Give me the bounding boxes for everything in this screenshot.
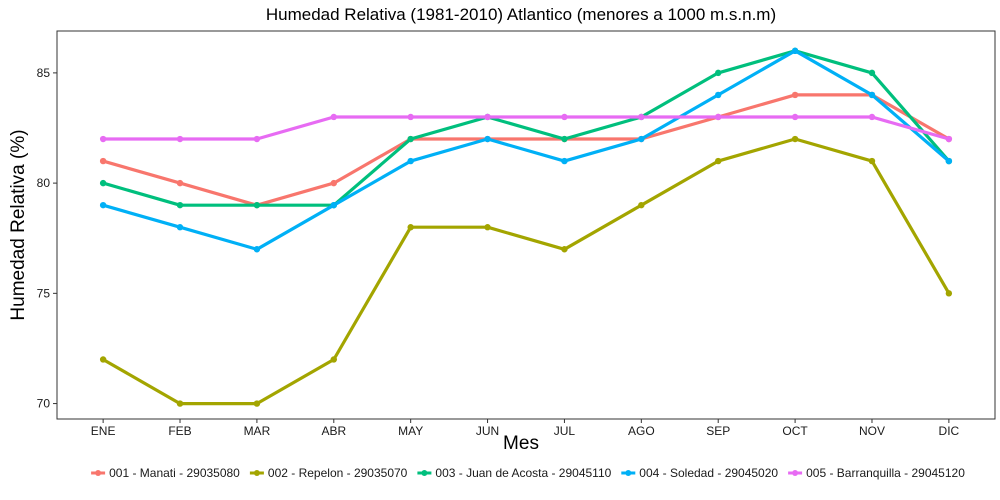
data-point [791, 47, 799, 55]
data-point [99, 201, 107, 209]
chart-title: Humedad Relativa (1981-2010) Atlantico (… [266, 5, 776, 24]
series-layer [99, 47, 953, 407]
data-point [638, 113, 645, 121]
legend-key-point [421, 470, 428, 476]
y-tick-label: 85 [37, 66, 51, 80]
data-point [176, 135, 184, 143]
legend-key-point [625, 470, 632, 476]
legend-label: 005 - Barranquilla - 29045120 [806, 466, 965, 480]
x-tick-label: AGO [628, 424, 655, 438]
x-tick-label: MAY [398, 424, 423, 438]
x-tick-label: NOV [859, 424, 885, 438]
data-point [638, 201, 645, 209]
data-point [407, 224, 414, 231]
data-point [868, 157, 876, 165]
data-point [253, 135, 261, 143]
data-point [253, 400, 261, 407]
data-point [945, 157, 953, 165]
data-point [484, 135, 491, 143]
legend-item: 002 - Repelon - 29035070 [249, 466, 408, 480]
series-line-1 [101, 93, 951, 207]
legend-label: 003 - Juan de Acosta - 29045110 [435, 466, 611, 480]
data-point [330, 113, 337, 121]
series-line-5 [101, 115, 951, 141]
legend-item: 003 - Juan de Acosta - 29045110 [417, 466, 612, 480]
x-tick-label: JUN [476, 424, 499, 438]
data-point [791, 91, 799, 99]
data-point [330, 201, 337, 209]
series-line-4 [101, 49, 951, 251]
x-axis: ENE FEB MAR ABR MAY JUN JUL AGO SEP OCT NOV DIC [91, 419, 960, 438]
x-tick-label: SEP [706, 424, 730, 438]
y-axis-title: Humedad Relativa (%) [8, 129, 29, 320]
data-point [484, 113, 491, 121]
data-point [407, 135, 414, 143]
series-line-3 [101, 49, 951, 207]
legend-key-point [95, 470, 102, 476]
x-tick-label: OCT [782, 424, 808, 438]
x-tick-label: ENE [91, 424, 116, 438]
data-point [407, 157, 414, 165]
legend-label: 001 - Manati - 29035080 [109, 466, 240, 480]
data-point [176, 224, 184, 231]
data-point [99, 356, 107, 363]
data-point [715, 113, 722, 121]
data-point [99, 157, 107, 165]
data-point [99, 135, 107, 143]
data-point [561, 246, 568, 253]
data-point [638, 135, 645, 143]
data-point [484, 224, 491, 231]
data-point [99, 179, 107, 187]
data-point [791, 135, 799, 143]
data-point [253, 246, 261, 253]
data-point [330, 179, 337, 187]
x-tick-label: MAR [244, 424, 271, 438]
legend-label: 004 - Soledad - 29045020 [639, 466, 778, 480]
legend-label: 002 - Repelon - 29035070 [268, 466, 408, 480]
legend: 001 - Manati - 29035080 002 - Repelon - 2… [91, 466, 965, 480]
data-point [868, 91, 876, 99]
data-point [561, 135, 568, 143]
data-point [176, 400, 184, 407]
plot-panel [56, 30, 996, 420]
data-point [868, 69, 876, 77]
data-point [945, 135, 953, 143]
data-point [407, 113, 414, 121]
data-point [715, 91, 722, 99]
data-point [715, 69, 722, 77]
series-line-2 [101, 137, 951, 406]
data-point [176, 179, 184, 187]
x-axis-title: Mes [503, 433, 539, 454]
data-point [330, 356, 337, 363]
data-point [253, 201, 261, 209]
data-point [945, 290, 953, 297]
legend-key-point [792, 470, 799, 476]
x-tick-label: FEB [168, 424, 191, 438]
data-point [715, 157, 722, 165]
data-point [561, 113, 568, 121]
data-point [176, 201, 184, 209]
legend-item: 005 - Barranquilla - 29045120 [788, 466, 965, 480]
legend-key-point [253, 470, 260, 476]
legend-item: 001 - Manati - 29035080 [91, 466, 240, 480]
x-tick-label: DIC [939, 424, 960, 438]
y-tick-label: 75 [37, 286, 51, 300]
data-point [791, 113, 799, 121]
data-point [868, 113, 876, 121]
y-tick-label: 70 [37, 397, 51, 411]
legend-item: 004 - Soledad - 29045020 [621, 466, 778, 480]
data-point [561, 157, 568, 165]
y-tick-label: 80 [37, 176, 51, 190]
x-tick-label: ABR [321, 424, 346, 438]
x-tick-label: JUL [554, 424, 576, 438]
y-axis: 70 75 80 85 [37, 66, 57, 411]
